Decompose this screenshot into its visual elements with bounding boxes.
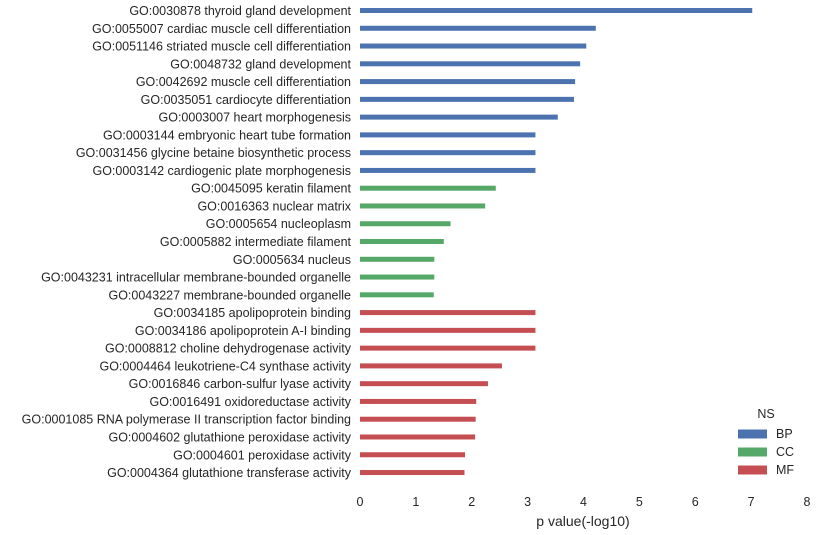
legend-swatch-cc bbox=[738, 447, 767, 457]
category-label-11: GO:0045095 keratin filament bbox=[191, 182, 351, 196]
category-label-8: GO:0003144 embryonic heart tube formatio… bbox=[103, 128, 351, 142]
x-tick-label-0: 0 bbox=[357, 495, 364, 509]
bar-24 bbox=[360, 416, 476, 422]
category-label-20: GO:0008812 choline dehydrogenase activit… bbox=[105, 342, 352, 356]
category-label-19: GO:0034186 apolipoprotein A-I binding bbox=[135, 324, 351, 338]
category-label-3: GO:0051146 striated muscle cell differen… bbox=[92, 40, 351, 54]
bar-16 bbox=[360, 274, 435, 280]
bar-19 bbox=[360, 327, 536, 333]
category-label-10: GO:0003142 cardiogenic plate morphogenes… bbox=[92, 164, 351, 178]
category-label-13: GO:0005654 nucleoplasm bbox=[206, 217, 351, 231]
x-axis-title: p value(-log10) bbox=[536, 513, 629, 529]
legend-swatch-mf bbox=[738, 465, 767, 475]
bar-7 bbox=[360, 114, 558, 120]
category-label-24: GO:0001085 RNA polymerase II transcripti… bbox=[22, 413, 351, 427]
category-label-22: GO:0016846 carbon-sulfur lyase activity bbox=[129, 377, 352, 391]
legend-label-bp: BP bbox=[776, 427, 793, 441]
bar-20 bbox=[360, 345, 536, 351]
x-tick-label-4: 4 bbox=[580, 495, 587, 509]
x-axis-ticks-group: 0 1 2 3 4 5 6 7 8 bbox=[357, 495, 811, 509]
bar-27 bbox=[360, 470, 465, 476]
bar-23 bbox=[360, 398, 477, 404]
bar-1 bbox=[360, 8, 753, 13]
bar-12 bbox=[360, 203, 486, 209]
category-label-15: GO:0005634 nucleus bbox=[233, 253, 351, 267]
bar-22 bbox=[360, 381, 488, 387]
legend-swatch-bp bbox=[738, 429, 767, 439]
legend-label-cc: CC bbox=[776, 445, 794, 459]
bar-11 bbox=[360, 185, 496, 191]
bar-26 bbox=[360, 452, 466, 458]
category-labels-group: GO:0030878 thyroid gland development GO:0… bbox=[22, 4, 352, 480]
bar-14 bbox=[360, 239, 444, 245]
x-tick-label-7: 7 bbox=[748, 495, 755, 509]
x-tick-label-2: 2 bbox=[468, 495, 475, 509]
category-label-6: GO:0035051 cardiocyte differentiation bbox=[141, 93, 351, 107]
bar-3 bbox=[360, 43, 587, 49]
bar-4 bbox=[360, 61, 581, 67]
x-tick-label-5: 5 bbox=[636, 495, 643, 509]
bar-9 bbox=[360, 150, 536, 156]
bar-15 bbox=[360, 256, 435, 262]
category-label-16: GO:0043231 intracellular membrane-bounde… bbox=[41, 271, 351, 285]
category-label-4: GO:0048732 gland development bbox=[170, 57, 351, 71]
bar-8 bbox=[360, 132, 536, 138]
category-label-17: GO:0043227 membrane-bounded organelle bbox=[108, 288, 351, 302]
category-label-27: GO:0004364 glutathione transferase activ… bbox=[107, 466, 352, 480]
bar-2 bbox=[360, 25, 596, 31]
bar-5 bbox=[360, 79, 576, 85]
category-label-25: GO:0004602 glutathione peroxidase activi… bbox=[108, 430, 351, 444]
category-label-5: GO:0042692 muscle cell differentiation bbox=[136, 75, 351, 89]
bar-10 bbox=[360, 167, 536, 173]
bar-25 bbox=[360, 434, 476, 440]
category-label-2: GO:0055007 cardiac muscle cell different… bbox=[92, 22, 351, 36]
category-label-1: GO:0030878 thyroid gland development bbox=[129, 4, 351, 18]
category-label-18: GO:0034185 apolipoprotein binding bbox=[154, 306, 351, 320]
legend-title: NS bbox=[757, 407, 774, 421]
x-tick-label-8: 8 bbox=[804, 495, 811, 509]
legend: NS BP CC MF bbox=[738, 407, 794, 477]
x-tick-label-3: 3 bbox=[524, 495, 531, 509]
category-label-12: GO:0016363 nuclear matrix bbox=[197, 199, 351, 213]
category-label-23: GO:0016491 oxidoreductase activity bbox=[149, 395, 351, 409]
category-label-26: GO:0004601 peroxidase activity bbox=[173, 448, 352, 462]
bar-18 bbox=[360, 310, 536, 316]
x-tick-label-1: 1 bbox=[412, 495, 419, 509]
bar-17 bbox=[360, 292, 434, 298]
x-tick-label-6: 6 bbox=[692, 495, 699, 509]
category-label-7: GO:0003007 heart morphogenesis bbox=[159, 111, 352, 125]
category-label-21: GO:0004464 leukotriene-C4 synthase activ… bbox=[99, 359, 351, 373]
legend-label-mf: MF bbox=[776, 463, 794, 477]
bar-6 bbox=[360, 96, 575, 102]
bar-13 bbox=[360, 221, 451, 227]
category-label-14: GO:0005882 intermediate filament bbox=[160, 235, 352, 249]
bars-group bbox=[360, 8, 753, 476]
category-label-9: GO:0031456 glycine betaine biosynthetic … bbox=[76, 146, 351, 160]
bar-21 bbox=[360, 363, 502, 369]
